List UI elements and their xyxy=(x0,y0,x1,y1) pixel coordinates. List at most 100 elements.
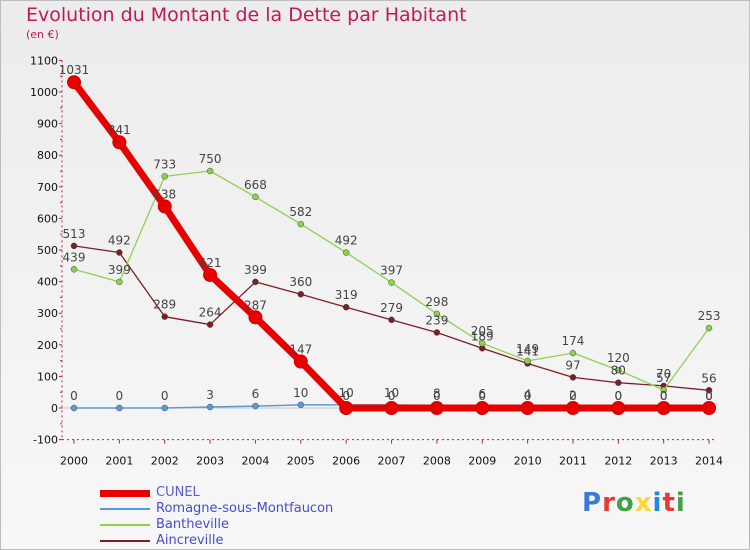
data-point xyxy=(429,401,444,415)
y-tick-label: 400 xyxy=(37,276,58,289)
y-tick-label: 600 xyxy=(37,212,58,225)
data-label: 10 xyxy=(293,386,308,400)
data-point xyxy=(157,199,172,214)
data-label: 264 xyxy=(199,306,222,320)
data-point xyxy=(524,357,531,365)
axes: -100010020030040050060070080090010001100… xyxy=(30,54,723,467)
y-tick-label: 800 xyxy=(37,149,58,162)
y-tick-label: 100 xyxy=(37,370,58,383)
data-label: 70 xyxy=(656,367,671,381)
data-label: 253 xyxy=(698,309,721,323)
data-label: 174 xyxy=(562,334,585,348)
data-point xyxy=(161,313,168,320)
data-label: 56 xyxy=(701,371,716,385)
legend-label: CUNEL xyxy=(156,485,200,500)
data-point xyxy=(342,303,350,311)
legend-swatch xyxy=(100,540,150,542)
data-label: 397 xyxy=(380,264,403,278)
data-point xyxy=(475,401,490,415)
data-point xyxy=(70,266,78,273)
data-label: 0 xyxy=(705,389,713,403)
legend-label: Romagne-sous-Montfaucon xyxy=(156,501,334,516)
x-tick-label: 2006 xyxy=(332,455,360,468)
data-point xyxy=(206,403,214,411)
data-label: 492 xyxy=(108,234,131,248)
data-point xyxy=(339,401,354,415)
x-tick-label: 2004 xyxy=(241,455,269,468)
data-point xyxy=(293,354,308,369)
data-label: 147 xyxy=(289,343,312,357)
data-point xyxy=(252,402,259,410)
data-label: 513 xyxy=(63,227,86,241)
data-label: 1031 xyxy=(59,63,90,77)
legend-swatch xyxy=(100,490,150,497)
data-point xyxy=(569,349,577,357)
data-label: 319 xyxy=(335,288,358,302)
data-label: 141 xyxy=(516,344,539,358)
y-tick-label: 1000 xyxy=(30,86,58,99)
data-label: 0 xyxy=(614,389,622,403)
data-point xyxy=(702,401,717,415)
data-label: 638 xyxy=(153,187,176,201)
data-label: 287 xyxy=(244,298,267,312)
data-label: 399 xyxy=(244,263,267,277)
data-label: 421 xyxy=(199,256,222,270)
x-tick-label: 2009 xyxy=(468,455,496,468)
data-point xyxy=(206,321,214,328)
y-tick-label: 0 xyxy=(51,402,58,415)
legend-swatch xyxy=(100,524,150,526)
data-point xyxy=(161,404,168,412)
data-label: 0 xyxy=(705,389,713,403)
data-label: 0 xyxy=(116,389,124,403)
x-tick-label: 2008 xyxy=(423,455,451,468)
data-label: 57 xyxy=(656,371,671,385)
data-label: 0 xyxy=(660,389,668,403)
x-tick-label: 2002 xyxy=(151,455,179,468)
data-label: 668 xyxy=(244,178,267,192)
data-label: 733 xyxy=(153,157,176,171)
data-label: 492 xyxy=(335,234,358,248)
data-label: 149 xyxy=(516,342,539,356)
data-point xyxy=(705,387,713,394)
data-point xyxy=(615,366,622,374)
y-tick-label: -100 xyxy=(33,434,58,447)
data-point xyxy=(70,242,78,250)
data-label: 399 xyxy=(108,263,131,277)
data-point xyxy=(478,339,486,347)
data-label: 4 xyxy=(524,388,532,402)
x-tick-label: 2007 xyxy=(378,455,406,468)
data-point xyxy=(388,279,395,286)
legend-swatch xyxy=(100,508,150,510)
data-point xyxy=(112,135,127,150)
y-tick-label: 300 xyxy=(37,307,58,320)
x-tick-label: 2001 xyxy=(105,455,133,468)
data-label: 239 xyxy=(425,313,448,327)
x-tick-label: 2005 xyxy=(287,455,315,468)
x-tick-label: 2014 xyxy=(695,455,723,468)
series-layer xyxy=(67,75,717,415)
data-label: 0 xyxy=(614,389,622,403)
data-label: 279 xyxy=(380,301,403,315)
y-tick-label: 500 xyxy=(37,244,58,257)
data-label: 205 xyxy=(471,324,494,338)
data-point xyxy=(297,401,305,409)
data-label: 0 xyxy=(70,389,78,403)
y-tick-label: 900 xyxy=(37,118,58,131)
legend-label: Bantheville xyxy=(156,517,229,532)
logo-letter: t xyxy=(662,488,676,518)
x-tick-label: 2012 xyxy=(604,455,632,468)
data-label: 0 xyxy=(388,389,396,403)
data-point xyxy=(569,374,577,381)
data-label: 10 xyxy=(339,386,354,400)
data-label: 0 xyxy=(660,389,668,403)
data-point xyxy=(248,310,263,325)
data-point xyxy=(384,401,399,415)
data-label: 0 xyxy=(524,389,532,403)
logo-letter: r xyxy=(602,488,616,518)
data-point xyxy=(433,310,441,318)
data-label: 0 xyxy=(433,389,441,403)
series-bantheville xyxy=(70,167,713,394)
unit-label: (en €) xyxy=(26,28,59,41)
